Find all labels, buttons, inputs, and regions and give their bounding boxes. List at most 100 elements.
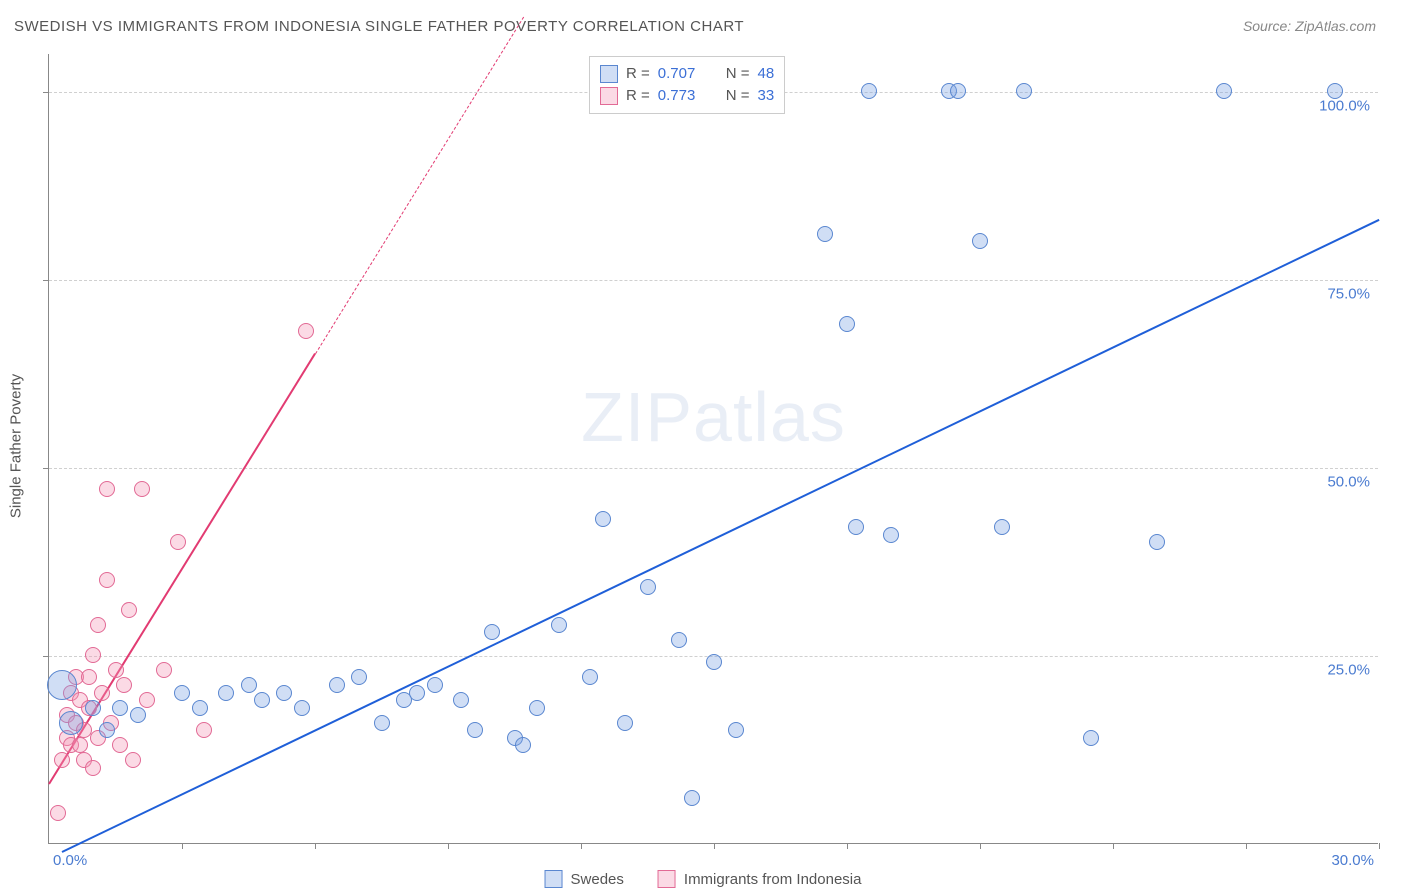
r-label: R = [626,85,650,107]
swedes-point [1149,534,1165,550]
n-value: 33 [758,85,775,107]
watermark-atlas: atlas [693,378,846,456]
source-label: Source: [1243,18,1291,34]
correlation-legend: R = 0.707 N = 48 R = 0.773 N = 33 [589,56,785,114]
swedes-point [329,677,345,693]
swedes-point [582,669,598,685]
indonesia-point [139,692,155,708]
indonesia-swatch-icon [600,87,618,105]
x-tick [980,843,981,849]
indonesia-point [121,602,137,618]
indonesia-point [85,647,101,663]
indonesia-point [90,617,106,633]
swedes-point [883,527,899,543]
indonesia-point [99,481,115,497]
indonesia-point [108,662,124,678]
indonesia-point [125,752,141,768]
x-tick [581,843,582,849]
swedes-point [47,670,77,700]
watermark: ZIPatlas [581,377,846,457]
swedes-point [617,715,633,731]
indonesia-point [112,737,128,753]
swedes-point [684,790,700,806]
swedes-point [515,737,531,753]
swedes-point [706,654,722,670]
swedes-legend-label: Swedes [571,871,624,888]
swedes-point [112,700,128,716]
swedes-point [1327,83,1343,99]
indonesia-point [156,662,172,678]
indonesia-point [85,760,101,776]
indonesia-point [298,323,314,339]
r-value: 0.773 [658,85,706,107]
indonesia-point [50,805,66,821]
swedes-point [59,711,83,735]
swedes-point [294,700,310,716]
swedes-point [218,685,234,701]
swedes-point [848,519,864,535]
y-tick [43,656,49,657]
x-end-label: 30.0% [1331,852,1374,869]
x-tick [1246,843,1247,849]
source-value: ZipAtlas.com [1295,18,1376,34]
indonesia-point [72,737,88,753]
indonesia-point [116,677,132,693]
swedes-point [640,579,656,595]
y-tick [43,92,49,93]
indonesia-point [99,572,115,588]
indonesia-point [134,481,150,497]
scatter-plot-area: ZIPatlas 25.0%50.0%75.0%100.0%0.0%30.0%R… [48,54,1378,844]
r-label: R = [626,63,650,85]
swedes-point [817,226,833,242]
swedes-point [671,632,687,648]
swedes-point [453,692,469,708]
swedes-point [467,722,483,738]
swedes-point [409,685,425,701]
swedes-point [254,692,270,708]
y-axis-title: Single Father Poverty [8,374,25,518]
x-tick [847,843,848,849]
source-attribution: Source: ZipAtlas.com [1243,18,1376,34]
y-tick-label: 50.0% [1327,473,1370,490]
x-tick [1379,843,1380,849]
swedes-point [994,519,1010,535]
indonesia-legend-label: Immigrants from Indonesia [684,871,862,888]
swedes-point [972,233,988,249]
n-value: 48 [758,63,775,85]
indonesia-swatch-icon [658,870,676,888]
x-tick [448,843,449,849]
x-tick [1113,843,1114,849]
gridline [49,468,1378,469]
legend-row: R = 0.707 N = 48 [600,63,774,85]
swedes-swatch-icon [545,870,563,888]
r-value: 0.707 [658,63,706,85]
swedes-point [484,624,500,640]
swedes-point [99,722,115,738]
swedes-point [839,316,855,332]
x-tick [714,843,715,849]
chart-title: SWEDISH VS IMMIGRANTS FROM INDONESIA SIN… [14,18,744,35]
indonesia-point [196,722,212,738]
x-start-label: 0.0% [53,852,87,869]
swedes-point [1083,730,1099,746]
x-tick [182,843,183,849]
swedes-point [861,83,877,99]
swedes-point [529,700,545,716]
x-tick [315,843,316,849]
indonesia-point [94,685,110,701]
y-tick-label: 100.0% [1319,97,1370,114]
swedes-point [551,617,567,633]
n-label: N = [726,63,750,85]
swedes-point [85,700,101,716]
swedes-point [276,685,292,701]
swedes-point [427,677,443,693]
swedes-swatch-icon [600,65,618,83]
swedes-point [192,700,208,716]
swedes-point [728,722,744,738]
y-tick-label: 75.0% [1327,285,1370,302]
swedes-point [950,83,966,99]
y-tick [43,280,49,281]
swedes-point [351,669,367,685]
legend-bottom: Swedes Immigrants from Indonesia [545,870,862,888]
n-label: N = [726,85,750,107]
